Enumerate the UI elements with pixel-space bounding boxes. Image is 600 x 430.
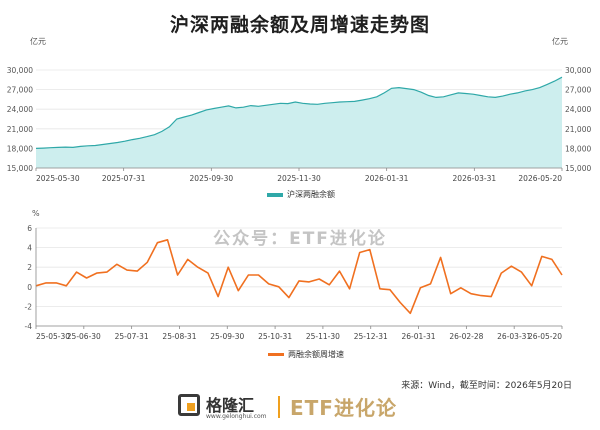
bottom-chart-xtick-label: 25-11-30	[306, 332, 340, 341]
bottom-chart-xtick-label: 25-12-31	[354, 332, 388, 341]
top-chart-xtick-label: 2025-11-30	[277, 174, 321, 183]
top-chart-line	[35, 76, 563, 149]
top-chart-ytick-left: 30,000	[7, 66, 33, 75]
bottom-chart-xtick-label: 25-08-31	[162, 332, 196, 341]
top-chart-ytick-left: 15,000	[7, 164, 33, 173]
brand-name: 格隆汇	[206, 396, 255, 415]
top-chart-axes: 15,000 15,000 18,000 18,000 21,000 21,000 24,0…	[7, 66, 592, 183]
top-chart-ytick-left: 21,000	[7, 125, 33, 134]
bottom-chart-xtick-label: 26-01-31	[402, 332, 436, 341]
chart-title: 沪深两融余额及周增速走势图	[169, 14, 430, 36]
top-chart-ytick-left: 27,000	[7, 86, 33, 95]
top-chart-unit-left: 亿元	[30, 36, 46, 46]
channel-name: ETF进化论	[290, 396, 397, 420]
top-chart-area	[36, 77, 562, 168]
top-chart-ytick-right: 30,000	[565, 66, 591, 75]
bottom-chart-ytick: -4	[25, 322, 33, 331]
top-chart-xtick-label: 2025-05-30	[36, 174, 80, 183]
top-chart-ytick-right: 21,000	[565, 125, 591, 134]
bottom-chart-legend: 两融余额周增速	[268, 349, 344, 359]
top-chart-ytick-right: 24,000	[565, 105, 591, 114]
bottom-chart-legend-label: 两融余额周增速	[288, 349, 344, 359]
bottom-chart-xtick-label: 25-05-30	[36, 332, 70, 341]
brand-domain: www.gelonghui.com	[206, 413, 267, 420]
gelonghui-logo-icon	[178, 394, 200, 416]
bottom-chart-xtick-label: 26-05-20	[528, 332, 562, 341]
bottom-chart-ytick: 4	[27, 244, 32, 253]
top-chart-ytick-right: 15,000	[565, 164, 591, 173]
bottom-chart-line	[35, 239, 563, 315]
top-chart-xtick-label: 2026-05-20	[518, 174, 562, 183]
bottom-chart-ytick: 6	[27, 224, 32, 233]
bottom-chart-legend-swatch	[268, 353, 284, 356]
footer-divider	[278, 396, 280, 418]
watermark: 公众号：ETF进化论	[213, 228, 387, 249]
top-chart-xtick-label: 2025-09-30	[190, 174, 234, 183]
bottom-chart-unit: %	[32, 209, 40, 218]
top-chart-legend-label: 沪深两融余额	[287, 189, 335, 199]
top-chart-xtick-label: 2026-01-31	[365, 174, 409, 183]
bottom-chart-ytick: 0	[27, 283, 32, 292]
source-note: 来源：Wind，截至时间：2026年5月20日	[401, 381, 572, 391]
top-chart-legend: 沪深两融余额	[267, 189, 335, 199]
bottom-chart-xtick-label: 25-07-31	[115, 332, 149, 341]
chart-canvas: 15,000 15,000 18,000 18,000 21,000 21,000 24,0…	[7, 36, 592, 359]
bottom-chart-ytick: -2	[25, 302, 33, 311]
top-chart-ytick-left: 18,000	[7, 144, 33, 153]
top-chart-ytick-right: 18,000	[565, 144, 591, 153]
top-chart-xtick-label: 2026-03-31	[453, 174, 497, 183]
top-chart-legend-swatch	[267, 193, 283, 197]
bottom-chart-xtick-label: 26-02-28	[449, 332, 483, 341]
bottom-chart-xtick-label: 25-09-30	[210, 332, 244, 341]
top-chart-unit-right: 亿元	[552, 36, 568, 46]
top-chart-ytick-left: 24,000	[7, 105, 33, 114]
bottom-chart-xtick-label: 25-10-31	[258, 332, 292, 341]
top-chart-xtick-label: 2025-07-31	[102, 174, 146, 183]
bottom-chart-ytick: 2	[27, 263, 32, 272]
top-chart-ytick-right: 27,000	[565, 86, 591, 95]
bottom-chart-xtick-label: 25-06-30	[67, 332, 101, 341]
bottom-chart-xtick-label: 26-03-31	[497, 332, 531, 341]
